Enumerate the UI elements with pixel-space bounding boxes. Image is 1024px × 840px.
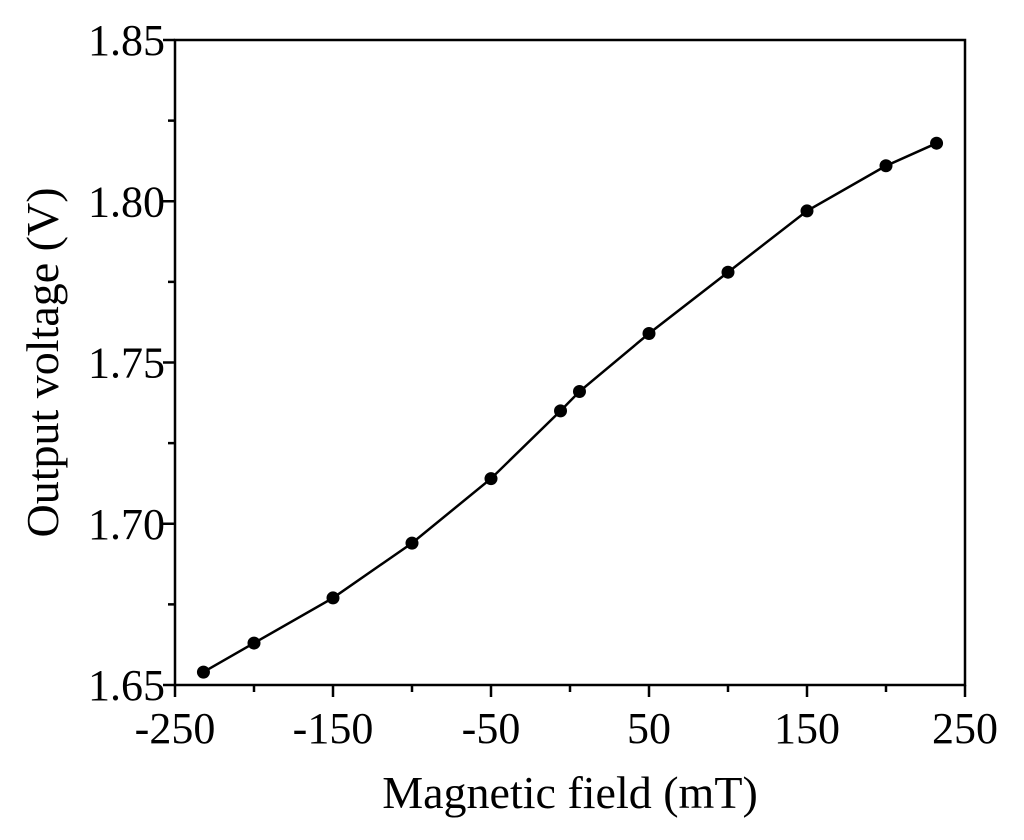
x-axis-title: Magnetic field (mT) (382, 767, 758, 818)
data-point (196, 665, 210, 679)
data-point (247, 636, 261, 650)
x-tick-label: -50 (462, 704, 521, 753)
x-tick-label: 250 (932, 704, 998, 753)
data-points (196, 136, 944, 679)
data-point (800, 204, 814, 218)
x-tick-label: -150 (293, 704, 374, 753)
y-axis-ticks (163, 38, 175, 687)
x-tick-label: 50 (627, 704, 671, 753)
x-tick-label: 150 (774, 704, 840, 753)
series-group (196, 136, 944, 679)
axes: -250 -150 -50 50 150 250 1.65 1.70 1.75 1.80 1.85 (88, 16, 998, 753)
x-tick-label: -250 (135, 704, 216, 753)
y-tick-label: 1.70 (88, 500, 165, 549)
data-point (484, 472, 498, 486)
y-tick-label: 1.85 (88, 16, 165, 65)
data-point (642, 326, 656, 340)
y-tick-label: 1.65 (88, 661, 165, 710)
y-axis-title: Output voltage (V) (17, 187, 68, 537)
series-line (202, 142, 938, 674)
data-point (554, 404, 568, 418)
data-point (721, 265, 735, 279)
data-point (879, 159, 893, 173)
y-axis-tick-labels: 1.65 1.70 1.75 1.80 1.85 (88, 16, 165, 710)
x-axis-tick-labels: -250 -150 -50 50 150 250 (135, 704, 998, 753)
y-tick-label: 1.75 (88, 339, 165, 388)
plot-frame (173, 38, 967, 687)
data-point (572, 385, 586, 399)
y-tick-label: 1.80 (88, 177, 165, 226)
data-point (326, 591, 340, 605)
x-axis-ticks (173, 685, 967, 697)
data-point (405, 536, 419, 550)
data-point (930, 136, 944, 150)
